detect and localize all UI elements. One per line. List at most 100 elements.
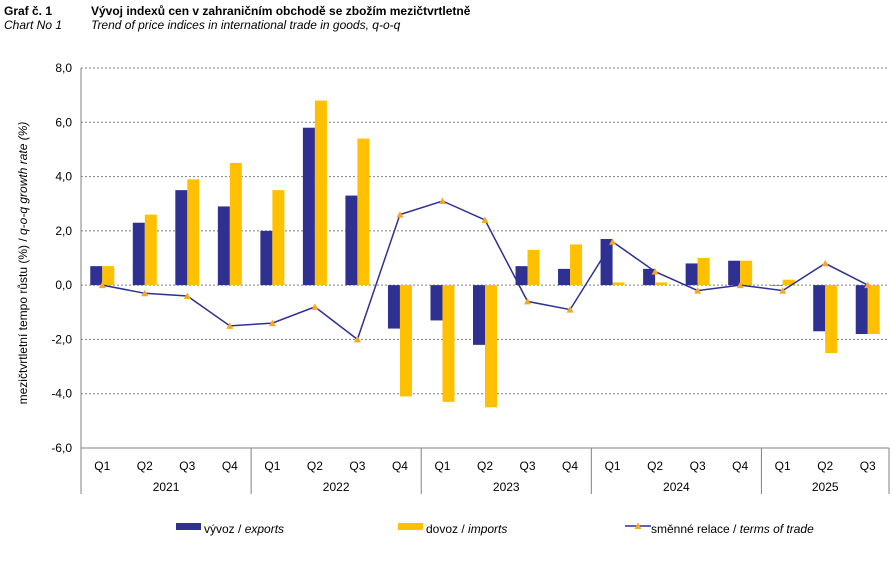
import-bar: [485, 285, 497, 408]
import-bar: [697, 258, 710, 286]
terms-of-trade-point: [524, 297, 532, 305]
x-tick-label: Q1: [434, 459, 450, 473]
legend-separator: /: [730, 522, 740, 536]
terms-of-trade-point: [183, 292, 191, 299]
terms-of-trade-point: [694, 287, 702, 294]
export-bar: [132, 222, 145, 286]
export-bar: [175, 190, 188, 286]
legend-swatch-terms-marker: [634, 522, 642, 529]
export-bar: [770, 285, 783, 286]
legend-label-cz: dovoz: [426, 522, 458, 536]
x-tick-label: Q1: [605, 459, 621, 473]
import-bar: [144, 214, 157, 286]
import-bar: [442, 285, 455, 402]
legend-label-en: exports: [245, 522, 284, 536]
terms-of-trade-point: [736, 281, 744, 289]
year-label: 2023: [493, 480, 520, 494]
export-bar: [685, 263, 698, 286]
terms-of-trade-point: [609, 238, 617, 245]
import-bar: [655, 282, 668, 286]
terms-of-trade-point: [311, 303, 319, 310]
year-label: 2025: [812, 480, 839, 494]
import-bar: [612, 282, 625, 286]
x-tick-label: Q2: [817, 459, 833, 473]
import-bar: [229, 163, 242, 286]
export-bar: [217, 206, 230, 286]
x-tick-label: Q4: [562, 459, 578, 473]
legend-swatch-exports: [176, 523, 201, 530]
export-bar: [302, 127, 315, 286]
x-tick-label: Q3: [690, 459, 706, 473]
terms-of-trade-point: [779, 287, 787, 294]
terms-of-trade-point: [481, 216, 489, 223]
export-bar: [387, 285, 400, 329]
import-bar: [570, 244, 583, 286]
import-bar: [272, 190, 285, 286]
legend: vývoz / exports dovoz / imports směnné rel…: [176, 522, 814, 536]
legend-label-en: terms of trade: [740, 522, 814, 536]
y-tick-label: 6,0: [55, 115, 72, 129]
y-tick-label: 8,0: [55, 61, 72, 75]
y-tick-label: 4,0: [55, 170, 72, 184]
chart-label-cz: Graf č. 1: [4, 4, 53, 18]
terms-of-trade-point: [864, 281, 872, 289]
y-axis-label-en: q-o-q growth rate (%): [16, 122, 30, 235]
x-tick-label: Q1: [775, 459, 791, 473]
x-tick-label: Q1: [264, 459, 280, 473]
terms-of-trade-point: [438, 197, 446, 204]
import-bar: [314, 100, 327, 286]
legend-label: směnné relace / terms of trade: [651, 522, 814, 536]
y-tick-label: -4,0: [51, 387, 72, 401]
x-tick-label: Q3: [860, 459, 876, 473]
x-tick-label: Q1: [94, 459, 110, 473]
import-bar: [357, 138, 370, 286]
export-bar: [855, 285, 868, 334]
export-bar: [345, 195, 358, 286]
y-tick-label: 0,0: [55, 278, 72, 292]
year-label: 2021: [153, 480, 180, 494]
export-bar: [813, 285, 826, 332]
x-tick-label: Q4: [392, 459, 408, 473]
terms-of-trade-point: [821, 259, 829, 267]
chart-title-cz: Vývoj indexů cen v zahraničním obchodě s…: [91, 4, 471, 18]
chart-label-en: Chart No 1: [4, 18, 63, 32]
year-label: 2022: [323, 480, 350, 494]
export-bar: [473, 285, 485, 345]
export-bar: [260, 230, 273, 286]
legend-label: vývoz / exports: [204, 522, 284, 536]
y-tick-label: 2,0: [55, 224, 72, 238]
y-axis-label-cz: mezičtvrtletní tempo růstu (%) /: [16, 235, 30, 404]
export-bar: [558, 268, 571, 286]
terms-of-trade-point: [226, 322, 234, 329]
terms-of-trade-point: [353, 335, 361, 343]
legend-label-cz: vývoz: [204, 522, 235, 536]
export-bar: [643, 268, 656, 286]
terms-of-trade-point: [141, 289, 149, 297]
import-bar: [187, 179, 200, 286]
x-tick-label: Q2: [307, 459, 323, 473]
export-bar: [728, 260, 741, 286]
terms-of-trade-point: [268, 319, 276, 327]
import-bar: [399, 285, 412, 397]
import-bar: [825, 285, 838, 353]
terms-of-trade-point: [396, 211, 404, 218]
x-tick-label: Q4: [222, 459, 238, 473]
export-bar: [515, 266, 528, 286]
x-tick-label: Q2: [137, 459, 153, 473]
import-bar: [527, 249, 540, 286]
legend-separator: /: [235, 522, 245, 536]
legend-separator: /: [458, 522, 468, 536]
terms-of-trade-point: [566, 306, 574, 313]
x-tick-label: Q2: [647, 459, 663, 473]
x-tick-label: Q3: [179, 459, 195, 473]
legend-swatch-imports: [398, 523, 423, 530]
y-axis-label: mezičtvrtletní tempo růstu (%) / q-o-q g…: [16, 122, 30, 405]
import-bar: [867, 285, 880, 334]
terms-of-trade-point: [98, 281, 106, 289]
import-bar: [740, 260, 753, 286]
legend-label-cz: směnné relace: [651, 522, 730, 536]
legend-label-en: imports: [468, 522, 507, 536]
x-tick-label: Q3: [520, 459, 536, 473]
y-tick-label: -6,0: [51, 441, 72, 455]
